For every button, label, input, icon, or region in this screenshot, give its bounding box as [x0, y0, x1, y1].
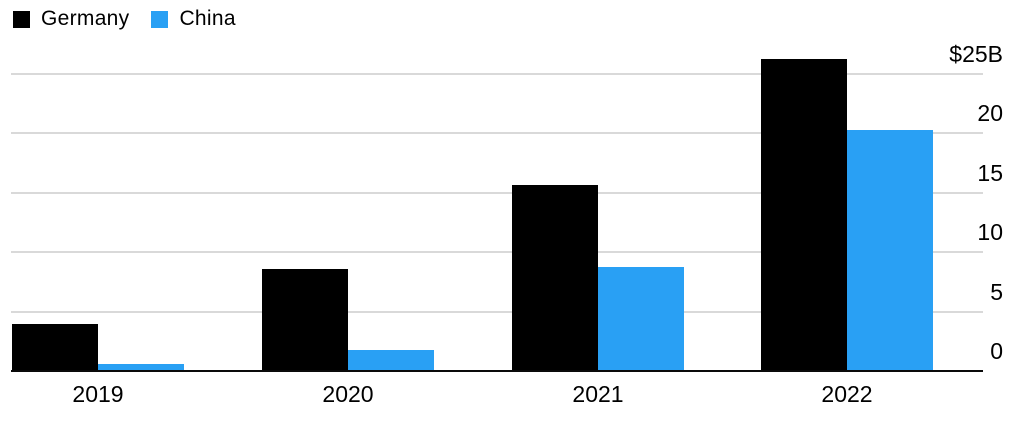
x-axis-label-2020: 2020: [322, 381, 374, 407]
y-axis-tick-label-20: 20: [977, 100, 1003, 127]
legend-item-germany: Germany: [13, 8, 129, 30]
y-axis-tick-label-5: 5: [990, 278, 1003, 305]
y-axis-tick-label-15: 15: [977, 159, 1003, 186]
bar-germany-2020: [262, 269, 348, 370]
gridline-15: [11, 191, 983, 194]
bar-germany-2021: [512, 184, 598, 370]
x-axis-label-2021: 2021: [572, 381, 624, 407]
x-axis-label-2019: 2019: [72, 381, 124, 407]
gridline-5: [11, 310, 983, 313]
china-swatch: [151, 10, 169, 28]
bar-china-2022: [847, 130, 933, 370]
x-axis-line: [11, 370, 983, 372]
gridline-10: [11, 251, 983, 254]
gridline-25: [11, 73, 983, 75]
bar-china-2019: [98, 364, 184, 370]
bar-germany-2019: [12, 323, 98, 370]
germany-swatch: [13, 10, 30, 28]
bar-china-2021: [598, 266, 684, 370]
x-axis-label-2022: 2022: [821, 381, 873, 407]
y-axis-tick-label-0: 0: [990, 338, 1003, 364]
legend-label-germany: Germany: [41, 7, 130, 30]
gridline-20: [11, 132, 983, 135]
bar-china-2020: [348, 349, 434, 370]
y-axis-tick-label-25: $25B: [949, 41, 1003, 67]
legend-label-china: China: [179, 7, 236, 30]
bar-germany-2022: [761, 58, 847, 370]
legend-item-china: China: [151, 7, 236, 30]
y-axis-tick-label-10: 10: [977, 219, 1003, 246]
legend: Germany China: [13, 8, 236, 30]
